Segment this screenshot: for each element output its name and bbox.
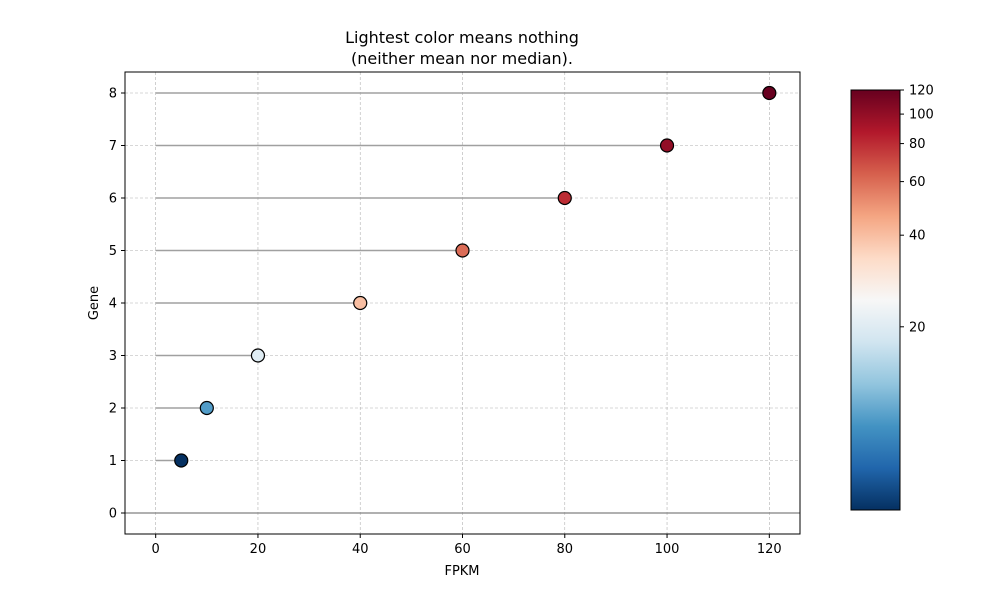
x-tick-label: 60 [454, 542, 471, 557]
y-tick-label: 6 [109, 192, 117, 207]
y-axis-ticks: 0 1 2 3 4 5 6 7 8 [109, 87, 125, 522]
colorbar-ticks: 20 40 60 80 100 120 [900, 84, 934, 335]
data-points [174, 85, 777, 468]
data-point [250, 348, 266, 363]
colorbar-tick-label: 80 [909, 137, 926, 152]
data-point [455, 243, 470, 258]
chart-title-line1: Lightest color means nothing [345, 28, 579, 47]
data-point [199, 400, 214, 416]
x-axis-label: FPKM [444, 564, 479, 579]
y-tick-label: 0 [109, 507, 117, 522]
data-point [762, 85, 777, 101]
chart-title-line2: (neither mean nor median). [351, 49, 573, 68]
x-tick-label: 0 [152, 542, 160, 557]
x-tick-label: 80 [556, 542, 573, 557]
data-point [353, 295, 368, 311]
data-point [174, 453, 189, 468]
colorbar-tick-label: 60 [909, 175, 926, 190]
y-tick-label: 3 [109, 349, 117, 364]
colorbar-tick-label: 100 [909, 108, 934, 123]
y-tick-label: 4 [109, 297, 117, 312]
colorbar-tick-label: 40 [909, 229, 926, 244]
x-tick-label: 120 [757, 542, 782, 557]
x-tick-label: 100 [655, 542, 680, 557]
y-tick-label: 1 [109, 454, 117, 469]
y-tick-label: 8 [109, 87, 117, 102]
data-point [659, 138, 675, 153]
y-axis-label: Gene [87, 286, 102, 320]
y-tick-label: 2 [109, 402, 117, 417]
y-tick-label: 7 [109, 139, 117, 154]
data-point [557, 190, 572, 206]
stems [125, 92, 800, 514]
y-tick-label: 5 [109, 244, 117, 259]
x-tick-label: 40 [352, 542, 369, 557]
colorbar-tick-label: 120 [909, 84, 934, 99]
x-tick-label: 20 [250, 542, 267, 557]
x-axis-ticks: 0 20 40 60 80 100 120 [152, 534, 782, 557]
colorbar-tick-label: 20 [909, 320, 926, 335]
colorbar [850, 89, 901, 511]
